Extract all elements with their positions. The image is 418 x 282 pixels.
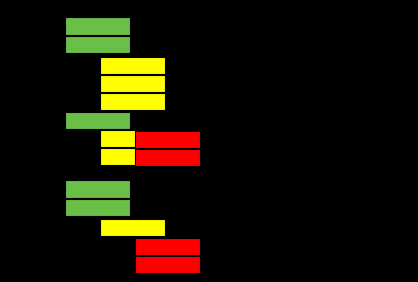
Bar [65,36,130,53]
Bar [65,199,130,216]
Bar [135,238,200,255]
Bar [135,131,200,148]
Bar [100,130,165,147]
Bar [100,148,165,165]
Bar [65,17,130,35]
Bar [65,180,130,198]
Bar [135,149,200,166]
Bar [100,219,165,236]
Bar [100,75,165,92]
Bar [100,93,165,110]
Bar [65,112,130,129]
Bar [100,57,165,74]
Bar [135,256,200,273]
